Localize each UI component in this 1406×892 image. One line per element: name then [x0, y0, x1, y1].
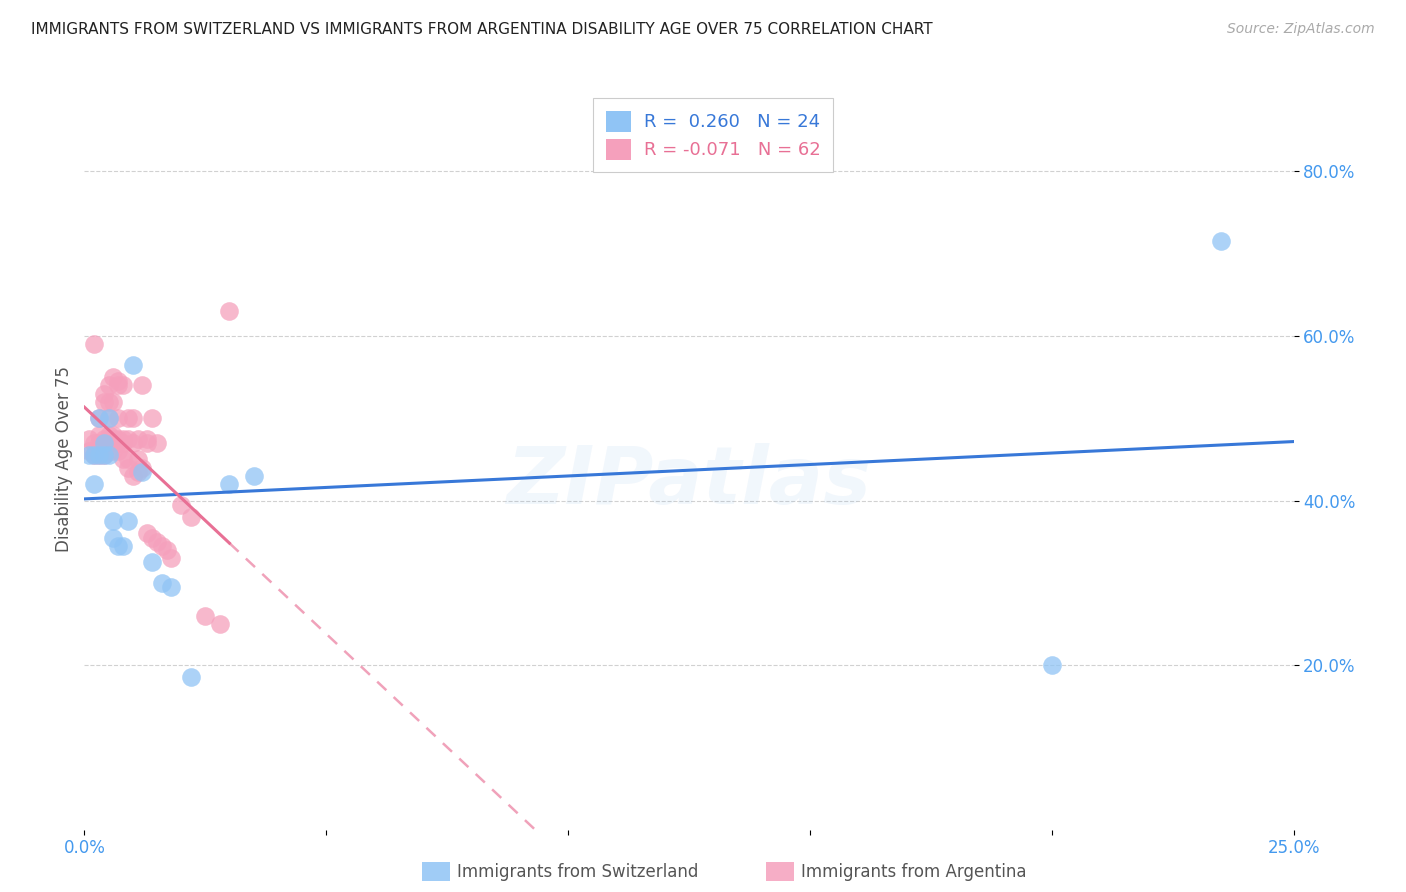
- Point: [136, 526, 159, 541]
- Point: [107, 411, 129, 425]
- Point: [117, 432, 139, 446]
- Point: [93, 386, 115, 401]
- Point: [103, 444, 125, 458]
- Point: [127, 452, 149, 467]
- Point: [117, 452, 139, 467]
- Point: [93, 432, 115, 446]
- Point: [112, 378, 135, 392]
- Text: Immigrants from Switzerland: Immigrants from Switzerland: [457, 863, 699, 881]
- Point: [83, 448, 105, 462]
- Point: [103, 370, 125, 384]
- Point: [150, 575, 173, 590]
- Point: [87, 411, 110, 425]
- Y-axis label: Disability Age Over 75: Disability Age Over 75: [55, 367, 73, 552]
- Point: [83, 337, 105, 351]
- Point: [103, 427, 125, 442]
- Point: [93, 436, 115, 450]
- Point: [180, 510, 202, 524]
- Point: [97, 394, 120, 409]
- Text: ZIPatlas: ZIPatlas: [506, 442, 872, 521]
- Point: [141, 555, 163, 569]
- Point: [107, 378, 129, 392]
- Point: [103, 514, 125, 528]
- Point: [170, 498, 193, 512]
- Point: [131, 378, 153, 392]
- Point: [97, 411, 120, 425]
- Point: [155, 542, 177, 557]
- Point: [103, 432, 125, 446]
- Point: [107, 539, 129, 553]
- Point: [93, 444, 115, 458]
- Point: [97, 432, 120, 446]
- Point: [131, 460, 153, 475]
- Point: [141, 531, 163, 545]
- Point: [77, 432, 100, 446]
- Point: [1209, 235, 1232, 249]
- Point: [93, 448, 115, 462]
- Point: [83, 436, 105, 450]
- Point: [121, 358, 143, 372]
- Point: [127, 465, 149, 479]
- Point: [97, 427, 120, 442]
- Point: [112, 436, 135, 450]
- Point: [160, 551, 183, 566]
- Point: [117, 411, 139, 425]
- Point: [107, 436, 129, 450]
- Point: [93, 448, 115, 462]
- Point: [194, 608, 217, 623]
- Point: [121, 436, 143, 450]
- Text: IMMIGRANTS FROM SWITZERLAND VS IMMIGRANTS FROM ARGENTINA DISABILITY AGE OVER 75 : IMMIGRANTS FROM SWITZERLAND VS IMMIGRANT…: [31, 22, 932, 37]
- Point: [218, 304, 240, 318]
- Point: [107, 374, 129, 388]
- Point: [112, 432, 135, 446]
- Point: [242, 468, 264, 483]
- Point: [146, 534, 169, 549]
- Text: Immigrants from Argentina: Immigrants from Argentina: [801, 863, 1026, 881]
- Point: [87, 448, 110, 462]
- Point: [97, 378, 120, 392]
- Point: [112, 452, 135, 467]
- Point: [218, 477, 240, 491]
- Point: [97, 411, 120, 425]
- Point: [97, 448, 120, 462]
- Point: [180, 670, 202, 684]
- Point: [117, 460, 139, 475]
- Point: [87, 448, 110, 462]
- Point: [1040, 658, 1063, 673]
- Point: [77, 448, 100, 462]
- Point: [141, 411, 163, 425]
- Point: [117, 514, 139, 528]
- Point: [136, 432, 159, 446]
- Point: [136, 436, 159, 450]
- Point: [127, 432, 149, 446]
- Point: [83, 477, 105, 491]
- Point: [121, 411, 143, 425]
- Point: [97, 444, 120, 458]
- Point: [150, 539, 173, 553]
- Point: [93, 394, 115, 409]
- Point: [131, 465, 153, 479]
- Legend: R =  0.260   N = 24, R = -0.071   N = 62: R = 0.260 N = 24, R = -0.071 N = 62: [593, 98, 834, 172]
- Point: [87, 436, 110, 450]
- Point: [87, 427, 110, 442]
- Point: [87, 411, 110, 425]
- Point: [112, 539, 135, 553]
- Point: [103, 394, 125, 409]
- Point: [121, 468, 143, 483]
- Point: [77, 444, 100, 458]
- Point: [103, 531, 125, 545]
- Point: [83, 448, 105, 462]
- Point: [146, 436, 169, 450]
- Point: [160, 580, 183, 594]
- Text: Source: ZipAtlas.com: Source: ZipAtlas.com: [1227, 22, 1375, 37]
- Point: [107, 432, 129, 446]
- Point: [107, 444, 129, 458]
- Point: [208, 616, 231, 631]
